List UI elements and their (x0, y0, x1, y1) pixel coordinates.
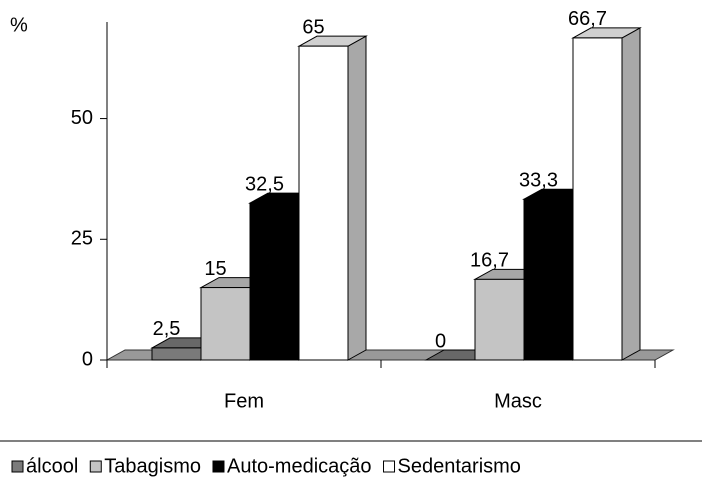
value-label: 32,5 (245, 173, 284, 195)
y-tick-label: 50 (71, 107, 93, 129)
bar (151, 347, 202, 361)
y-axis-label: % (10, 14, 28, 36)
bar-side (347, 35, 367, 361)
x-tick-label: Masc (494, 390, 542, 412)
legend-label: Auto-medicação (227, 455, 372, 477)
value-label: 2,5 (153, 318, 181, 340)
legend-swatch (383, 460, 396, 473)
value-label: 65 (302, 16, 324, 38)
bar (474, 278, 525, 361)
bar (249, 202, 300, 361)
value-label: 15 (204, 258, 226, 280)
value-label: 16,7 (470, 250, 509, 272)
bar-side (621, 27, 641, 361)
legend-swatch (89, 460, 102, 473)
legend-swatch (212, 460, 225, 473)
value-label: 0 (435, 330, 446, 352)
legend-swatch (11, 460, 24, 473)
bar (572, 37, 623, 361)
legend-label: Sedentarismo (398, 455, 521, 477)
bar (200, 287, 251, 361)
bar (298, 45, 349, 361)
legend-label: álcool (26, 455, 78, 477)
y-tick-label: 25 (71, 228, 93, 250)
bar (523, 198, 574, 361)
y-tick-label: 0 (82, 348, 93, 370)
x-tick-label: Fem (224, 390, 264, 412)
value-label: 33,3 (519, 169, 558, 191)
value-label: 66,7 (568, 8, 607, 30)
legend-label: Tabagismo (104, 455, 201, 477)
